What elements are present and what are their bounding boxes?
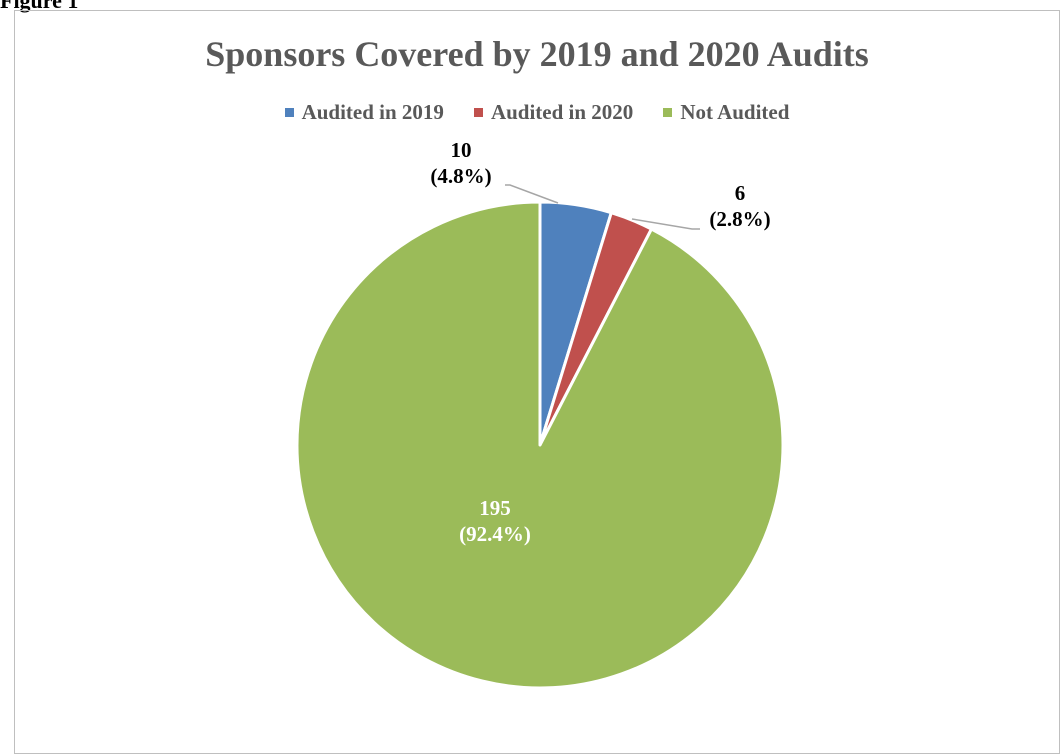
data-label-percent: (2.8%) (709, 207, 770, 231)
data-label-percent: (92.4%) (459, 522, 531, 546)
leader-line (631, 218, 700, 230)
pie-slice-not-audited (295, 200, 785, 690)
legend-label: Audited in 2019 (301, 100, 444, 124)
data-label-percent: (4.8%) (430, 164, 491, 188)
legend-item-not-audited: Not Audited (663, 100, 789, 125)
data-label-value: 195 (479, 496, 511, 520)
legend-swatch-icon (473, 108, 483, 117)
data-label-value: 10 (451, 138, 472, 162)
data-label-value: 6 (735, 181, 746, 205)
legend-label: Not Audited (680, 100, 790, 124)
legend-item-audited-2020: Audited in 2020 (473, 100, 634, 125)
chart-frame (14, 10, 1060, 754)
leader-line (505, 184, 559, 204)
legend-swatch-icon (663, 108, 673, 117)
chart-title: Sponsors Covered by 2019 and 2020 Audits (205, 34, 869, 74)
chart-legend: Audited in 2019 Audited in 2020 Not Audi… (14, 100, 1060, 125)
figure-label: Figure 1 (0, 0, 79, 13)
legend-label: Audited in 2020 (490, 100, 634, 124)
legend-swatch-icon (284, 108, 294, 117)
legend-item-audited-2019: Audited in 2019 (284, 100, 444, 125)
